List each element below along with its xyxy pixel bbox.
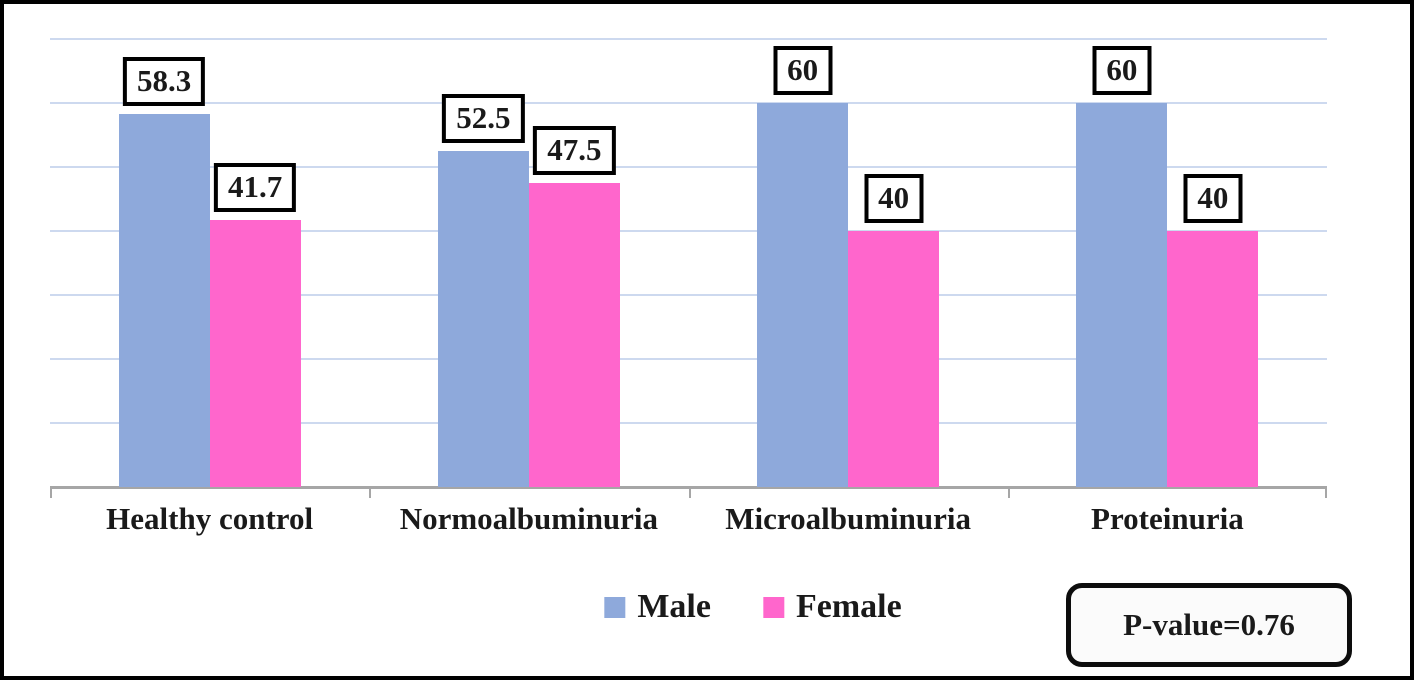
gridline-50 — [50, 166, 1327, 168]
plot-area: 58.3 41.7 52.5 47.5 60 40 60 40 — [50, 38, 1327, 498]
legend-item-male: Male — [604, 590, 711, 624]
data-label-female-proteinuria: 40 — [1183, 173, 1243, 223]
data-label-female-normoalbuminuria: 47.5 — [533, 125, 616, 175]
category-label-normoalbuminuria: Normoalbuminuria — [399, 501, 659, 536]
p-value-text: P-value=0.76 — [1123, 607, 1295, 642]
data-label-female-microalbuminuria: 40 — [864, 173, 924, 223]
bar-male-normoalbuminuria — [437, 151, 529, 487]
gridline-60 — [50, 102, 1327, 104]
gridline-10 — [50, 422, 1327, 424]
data-label-male-microalbuminuria: 60 — [773, 45, 833, 95]
x-axis-tick — [369, 487, 372, 498]
legend-item-female: Female — [762, 588, 902, 625]
x-axis-tick — [688, 487, 691, 498]
bar-female-healthy-control — [209, 220, 301, 487]
legend-label-female: Female — [795, 588, 902, 625]
p-value-box: P-value=0.76 — [1066, 583, 1352, 667]
data-label-male-normoalbuminuria: 52.5 — [442, 93, 525, 143]
legend-label-male: Male — [637, 588, 711, 625]
category-label-healthy-control: Healthy control — [106, 501, 314, 536]
x-axis-tick — [1007, 487, 1010, 498]
legend-swatch-male — [604, 596, 626, 618]
gridline-20 — [50, 358, 1327, 360]
data-label-male-proteinuria: 60 — [1092, 45, 1152, 95]
category-label-proteinuria: Proteinuria — [1091, 501, 1244, 536]
x-axis-tick — [1325, 487, 1327, 498]
data-label-male-healthy-control: 58.3 — [123, 56, 206, 106]
bar-male-healthy-control — [118, 113, 210, 487]
legend-swatch-female — [762, 596, 784, 618]
bar-female-normoalbuminuria — [528, 183, 620, 487]
gridline-30 — [50, 294, 1327, 296]
bar-female-microalbuminuria — [848, 231, 940, 487]
bar-male-microalbuminuria — [757, 103, 849, 487]
bar-male-proteinuria — [1076, 103, 1168, 487]
gridline-40 — [50, 230, 1327, 232]
category-label-microalbuminuria: Microalbuminuria — [725, 501, 971, 536]
bar-female-proteinuria — [1167, 231, 1259, 487]
x-axis-tick — [50, 487, 52, 498]
data-label-female-healthy-control: 41.7 — [214, 162, 297, 213]
gridline-70 — [50, 38, 1327, 40]
legend: Male Female — [604, 588, 902, 625]
